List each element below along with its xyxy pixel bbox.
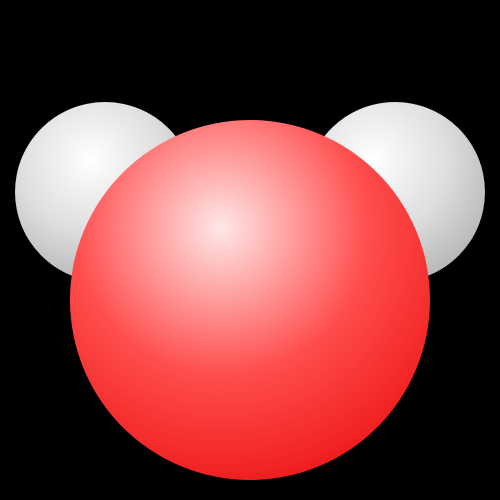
atom-oxygen-center (70, 120, 430, 480)
molecule-diagram (0, 0, 500, 500)
